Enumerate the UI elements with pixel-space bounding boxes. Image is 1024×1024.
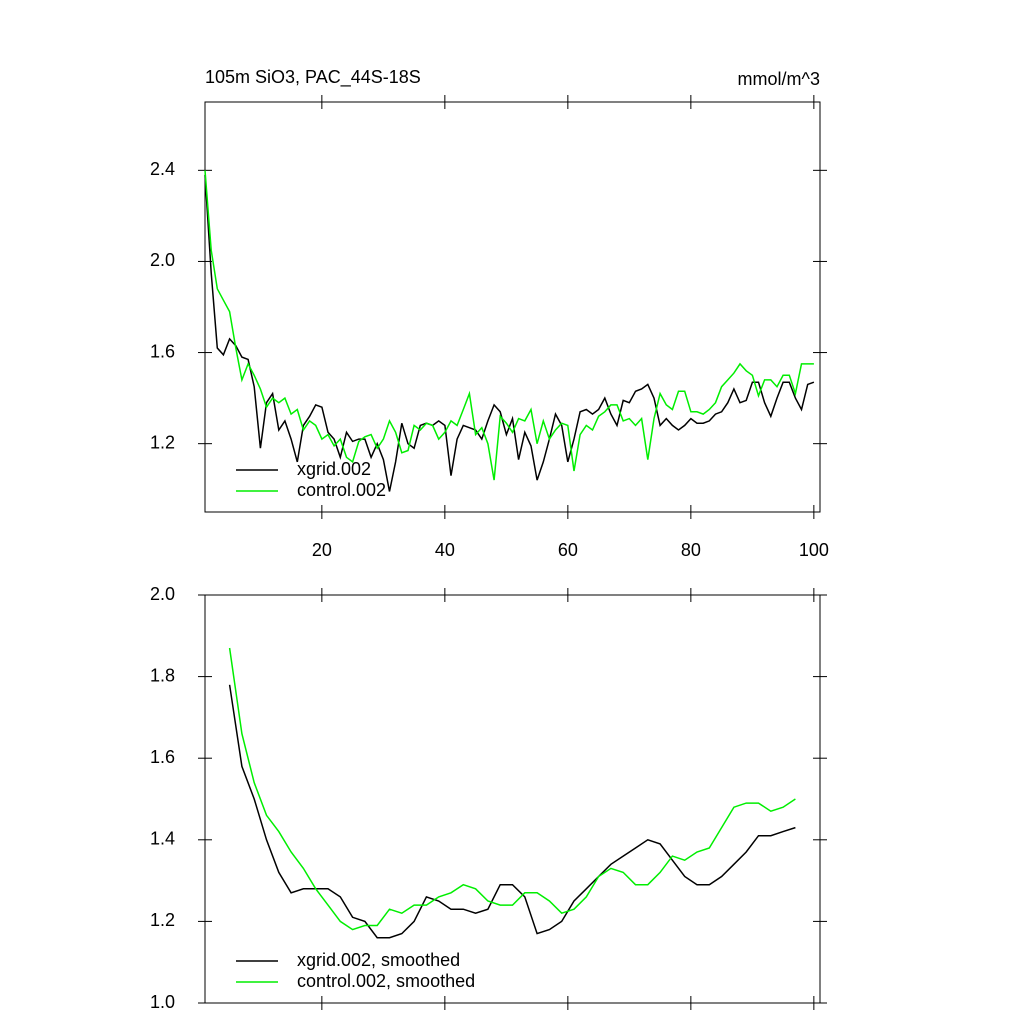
y-tick-label: 2.0 bbox=[150, 584, 175, 604]
y-tick-label: 1.8 bbox=[150, 665, 175, 685]
data-line bbox=[228, 684, 796, 939]
legend-label: xgrid.002, smoothed bbox=[297, 950, 460, 970]
plot-frame bbox=[204, 101, 821, 513]
y-tick-label: 1.2 bbox=[150, 432, 175, 452]
data-line bbox=[228, 647, 796, 931]
x-tick-label: 20 bbox=[312, 540, 332, 560]
units-label: mmol/m^3 bbox=[738, 69, 820, 89]
legend-label: control.002, smoothed bbox=[297, 971, 475, 991]
x-tick-label: 60 bbox=[558, 540, 578, 560]
panel: 105m SiO3, PAC_44S-18S mmol/m^3 1.2 1.6 2.0 2… bbox=[150, 67, 829, 560]
y-tick-label: 1.2 bbox=[150, 910, 175, 930]
panel: 1.0 1.2 1.4 1.6 1.8 2.0 xgrid.002, smoothedcon… bbox=[150, 584, 827, 1012]
chart-title: 105m SiO3, PAC_44S-18S bbox=[205, 67, 421, 88]
data-line bbox=[204, 170, 814, 481]
legend-label: control.002 bbox=[297, 480, 386, 500]
y-tick-label: 1.6 bbox=[150, 341, 175, 361]
y-tick-label: 1.4 bbox=[150, 829, 175, 849]
x-tick-label: 100 bbox=[799, 540, 829, 560]
data-line bbox=[204, 174, 815, 492]
x-tick-label: 80 bbox=[681, 540, 701, 560]
y-tick-label: 2.0 bbox=[150, 250, 175, 270]
plot-frame bbox=[204, 594, 821, 1004]
y-tick-label: 2.4 bbox=[150, 159, 175, 179]
y-tick-label: 1.6 bbox=[150, 747, 175, 767]
y-tick-label: 1.0 bbox=[150, 992, 175, 1012]
x-tick-label: 40 bbox=[435, 540, 455, 560]
legend-label: xgrid.002 bbox=[297, 459, 371, 479]
